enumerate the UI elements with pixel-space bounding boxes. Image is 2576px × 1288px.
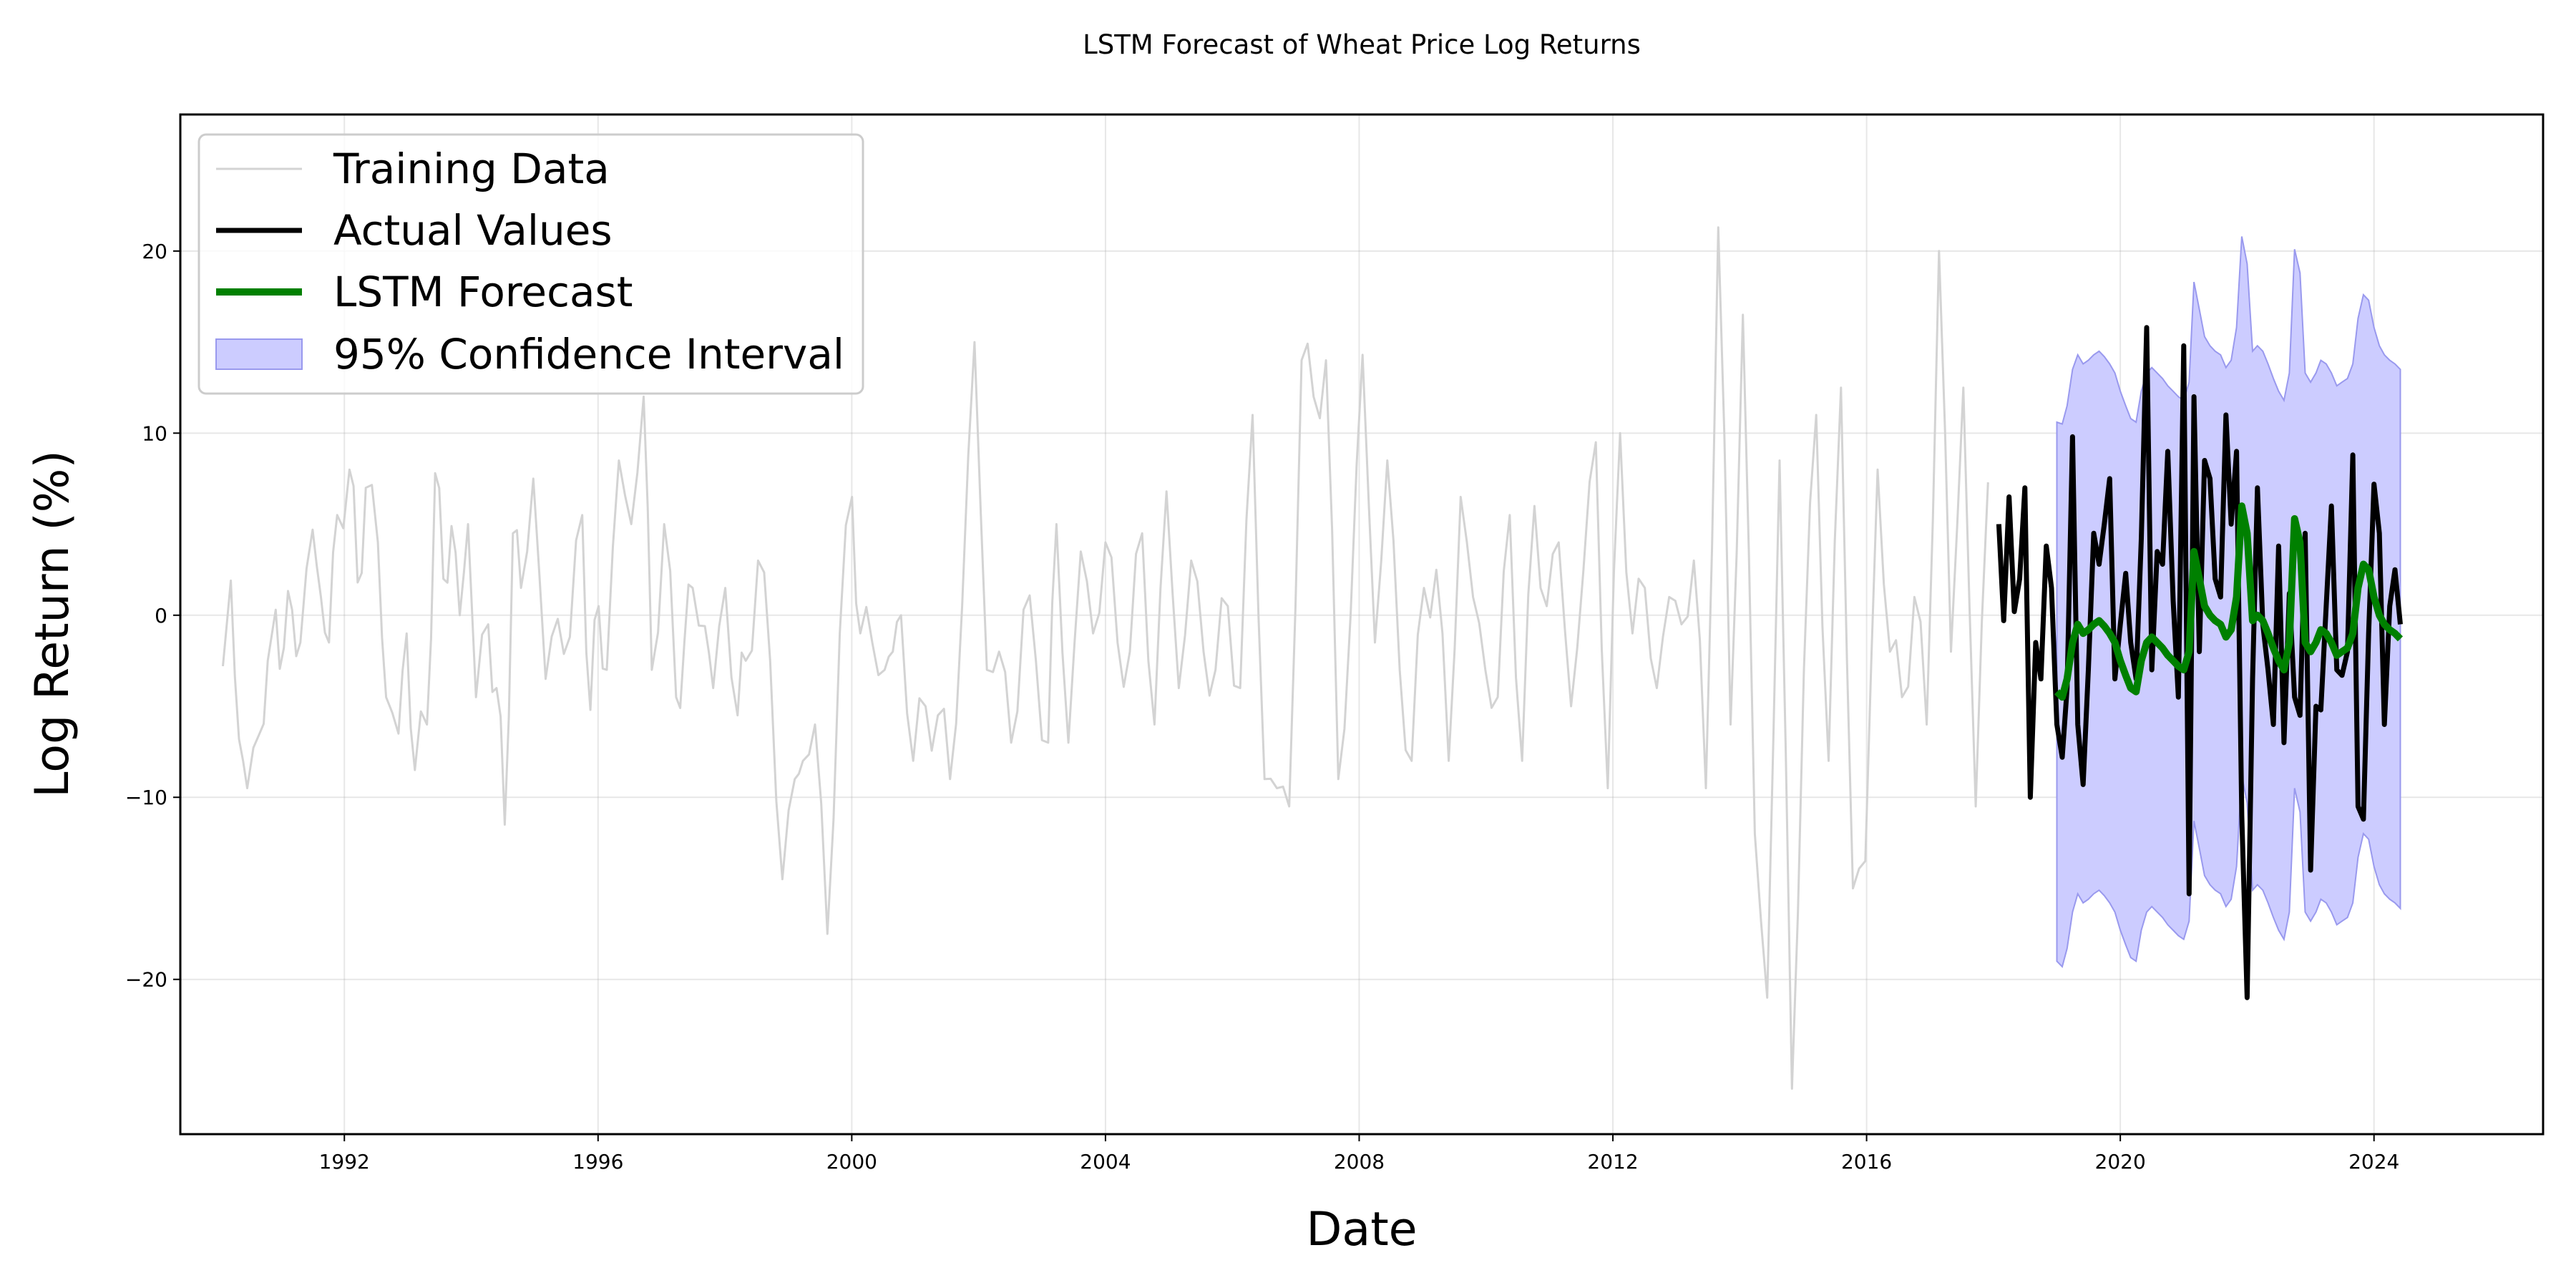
chart-title: LSTM Forecast of Wheat Price Log Returns	[1083, 29, 1641, 60]
series-forecast-line	[2054, 502, 2404, 701]
x-tick-label: 2008	[1334, 1150, 1385, 1174]
legend-label-training: Training Data	[333, 145, 610, 193]
x-tick-label: 2004	[1080, 1150, 1131, 1174]
y-tick-label: −20	[125, 968, 167, 992]
x-tick-label: 1992	[319, 1150, 370, 1174]
legend-label-actual: Actual Values	[333, 206, 613, 255]
y-tick-label: 20	[142, 240, 167, 263]
y-tick-label: 0	[155, 604, 167, 628]
y-tick-label: 10	[142, 421, 167, 445]
series-training-line	[222, 226, 1989, 1090]
legend: Training Data Actual Values LSTM Forecas…	[197, 133, 864, 395]
x-tick-label: 2016	[1841, 1150, 1892, 1174]
legend-box	[197, 133, 864, 395]
series-actual-line	[1996, 325, 2403, 1000]
x-tick-label: 2012	[1587, 1150, 1638, 1174]
y-axis-label: Log Return (%)	[26, 450, 79, 798]
y-tick-label: −10	[125, 786, 167, 809]
y-axis: −20 −10 0 10 20	[125, 240, 180, 992]
plot-frame	[179, 113, 2545, 1136]
x-tick-label: 2000	[826, 1150, 877, 1174]
x-tick-label: 1996	[572, 1150, 623, 1174]
series-layer	[222, 226, 2404, 1090]
x-axis: 1992 1996 2000 2004 2008 2012 2016 2020 2024	[319, 1134, 2399, 1174]
legend-swatch-ci	[215, 338, 303, 370]
legend-label-ci: 95% Confidence Interval	[333, 330, 844, 379]
x-axis-label: Date	[1306, 1203, 1417, 1257]
x-tick-label: 2020	[2095, 1150, 2146, 1174]
legend-label-forecast: LSTM Forecast	[333, 268, 633, 316]
x-tick-label: 2024	[2348, 1150, 2399, 1174]
